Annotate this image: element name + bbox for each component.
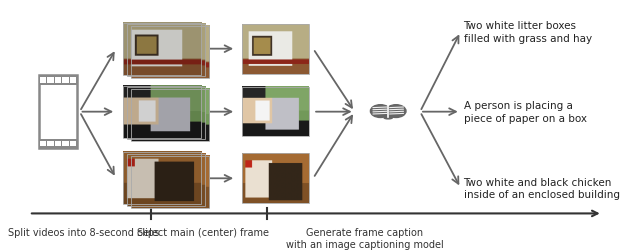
- FancyBboxPatch shape: [70, 78, 76, 83]
- Text: A person is placing a
piece of paper on a box: A person is placing a piece of paper on …: [463, 101, 586, 123]
- FancyBboxPatch shape: [62, 141, 68, 146]
- FancyBboxPatch shape: [62, 78, 68, 83]
- FancyBboxPatch shape: [39, 76, 77, 85]
- Ellipse shape: [386, 105, 406, 118]
- Text: Two white litter boxes
filled with grass and hay: Two white litter boxes filled with grass…: [463, 21, 591, 44]
- Text: Generate frame caption
with an image captioning model: Generate frame caption with an image cap…: [286, 227, 444, 249]
- FancyBboxPatch shape: [39, 139, 77, 148]
- FancyBboxPatch shape: [40, 141, 46, 146]
- FancyBboxPatch shape: [47, 141, 54, 146]
- FancyBboxPatch shape: [40, 78, 46, 83]
- Ellipse shape: [371, 105, 390, 118]
- Text: Select main (center) frame: Select main (center) frame: [137, 227, 269, 237]
- FancyBboxPatch shape: [54, 141, 61, 146]
- Text: Split videos into 8-second clips: Split videos into 8-second clips: [8, 227, 159, 237]
- Ellipse shape: [384, 117, 392, 119]
- FancyBboxPatch shape: [39, 76, 77, 148]
- Text: Two white and black chicken
inside of an enclosed building: Two white and black chicken inside of an…: [463, 177, 620, 200]
- FancyBboxPatch shape: [47, 78, 54, 83]
- FancyBboxPatch shape: [54, 78, 61, 83]
- FancyBboxPatch shape: [70, 141, 76, 146]
